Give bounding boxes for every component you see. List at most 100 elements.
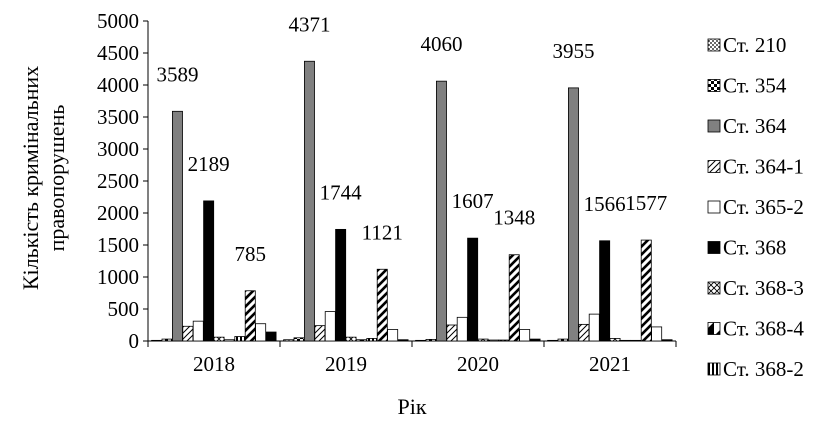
- legend-label: Ст. 368: [723, 236, 786, 260]
- y-tick-label: 2500: [97, 169, 139, 193]
- bar: [171, 110, 183, 342]
- bar: [640, 239, 652, 342]
- bar: [557, 338, 569, 342]
- data-label: 1121: [362, 220, 403, 244]
- legend-swatch: [707, 79, 721, 92]
- data-label: 4060: [420, 32, 462, 56]
- data-label: 3955: [552, 39, 594, 63]
- y-axis-title-line-2: правопорушень: [44, 105, 69, 252]
- bar: [387, 329, 399, 342]
- x-axis-title: Рік: [397, 394, 426, 419]
- y-tick-label: 4000: [97, 73, 139, 97]
- y-axis-title-line-1: Кількість кримінальних: [18, 66, 43, 290]
- legend-swatch: [707, 119, 721, 133]
- y-tick-label: 3000: [97, 137, 139, 161]
- x-tick-label: 2020: [457, 352, 499, 376]
- bar: [293, 337, 305, 342]
- legend-swatch: [707, 322, 721, 335]
- data-label: 4371: [288, 12, 330, 36]
- bar: [415, 339, 427, 342]
- y-tick-label: 2000: [97, 201, 139, 225]
- data-label: 1577: [625, 191, 667, 215]
- legend-swatch: [707, 281, 721, 295]
- data-label: 1348: [493, 206, 535, 230]
- bar: [255, 323, 267, 342]
- y-tick-label: 1500: [97, 233, 139, 257]
- bar: [265, 331, 277, 342]
- bar: [599, 240, 611, 342]
- bar: [203, 200, 215, 342]
- legend-swatch: [707, 38, 721, 52]
- data-label: 1744: [320, 180, 363, 204]
- legend-label: Ст. 368-4: [723, 317, 804, 341]
- legend-label: Ст. 368-3: [723, 276, 804, 300]
- bar: [578, 323, 590, 342]
- bar: [568, 87, 579, 342]
- bar: [446, 324, 458, 342]
- bar: [213, 336, 225, 342]
- bar: [397, 339, 409, 342]
- bar: [620, 339, 631, 342]
- x-tick-label: 2021: [589, 352, 631, 376]
- bar: [651, 326, 663, 342]
- bar: [376, 268, 388, 342]
- legend-swatch: [707, 362, 721, 376]
- legend-label: Ст. 368-2: [723, 357, 804, 381]
- bar: [366, 338, 378, 342]
- bar: [324, 311, 336, 342]
- bar: [192, 320, 204, 342]
- y-tick-label: 4500: [97, 41, 139, 65]
- bar: [661, 339, 673, 342]
- bar: [498, 339, 510, 342]
- data-label: 785: [235, 242, 267, 266]
- bar: [425, 338, 437, 342]
- bar: [630, 339, 642, 342]
- bar: [435, 80, 447, 342]
- bar: [456, 316, 468, 342]
- bar: [588, 313, 600, 342]
- legend-swatch: [707, 160, 721, 173]
- bar: [529, 338, 541, 342]
- legend-label: Ст. 354: [723, 74, 787, 98]
- legend-swatch: [707, 200, 721, 214]
- bar: [234, 336, 246, 342]
- y-tick-label: 5000: [97, 9, 139, 33]
- bar: [182, 325, 194, 342]
- y-tick-label: 500: [108, 297, 140, 321]
- bar: [467, 237, 479, 342]
- y-axis-title: Кількість кримінальних правопорушень: [18, 66, 69, 290]
- data-label: 2189: [188, 152, 230, 176]
- data-label: 1566: [584, 192, 626, 216]
- data-label: 1607: [452, 189, 494, 213]
- bar: [487, 339, 499, 342]
- x-tick-label: 2019: [325, 352, 367, 376]
- data-label: 3589: [156, 62, 198, 86]
- bar: [151, 339, 163, 342]
- bar: [314, 325, 326, 342]
- bar: [303, 60, 315, 342]
- bar: [161, 338, 173, 342]
- bar: [244, 290, 256, 342]
- bar: [283, 339, 295, 342]
- legend-label: Ст. 364-1: [723, 155, 804, 179]
- legend-label: Ст. 365-2: [723, 195, 804, 219]
- bar: [477, 338, 489, 342]
- bar: [519, 329, 531, 342]
- y-tick-label: 0: [129, 329, 140, 353]
- bar: [547, 339, 559, 342]
- plot-area: 0 500 1000 1500 2000 2500 3000 3500 4000 4500 5000…: [97, 9, 677, 376]
- bar: [335, 228, 347, 342]
- y-tick-label: 3500: [97, 105, 139, 129]
- bar: [609, 338, 621, 342]
- x-tick-label: 2018: [193, 352, 235, 376]
- bar: [345, 336, 357, 342]
- y-tick-label: 1000: [97, 265, 139, 289]
- legend: Ст. 210 Ст. 354 Ст. 364 Ст. 364-1 Ст. 365-2 С…: [707, 33, 804, 381]
- legend-label: Ст. 210: [723, 33, 786, 57]
- bar: [508, 254, 520, 342]
- legend-label: Ст. 364: [723, 114, 787, 138]
- bar: [223, 339, 235, 342]
- bar: [355, 339, 367, 342]
- legend-swatch: [707, 241, 721, 254]
